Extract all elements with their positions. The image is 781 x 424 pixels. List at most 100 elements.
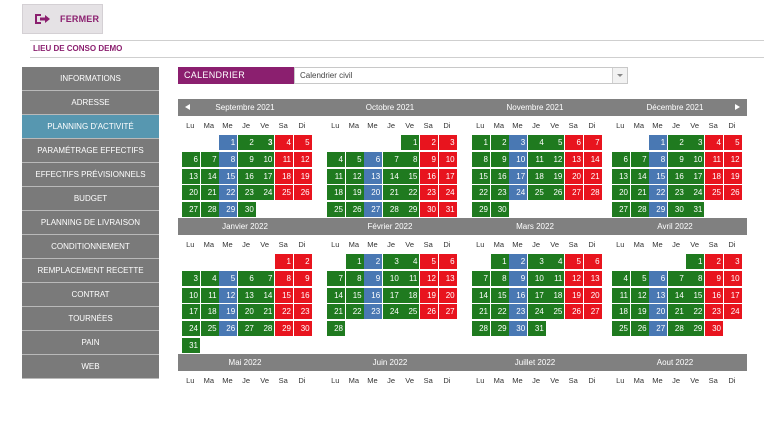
day-cell[interactable]: 7 [472,270,490,286]
day-cell[interactable]: 15 [275,287,293,303]
day-cell[interactable]: 25 [275,185,293,201]
day-cell[interactable]: 27 [583,304,602,320]
day-cell[interactable]: 21 [472,304,490,320]
day-cell[interactable]: 1 [686,254,705,269]
day-cell[interactable]: 17 [527,287,546,303]
day-cell[interactable]: 19 [630,304,649,320]
day-cell[interactable]: 16 [237,168,256,184]
day-cell[interactable]: 2 [490,135,509,150]
day-cell[interactable]: 21 [583,168,602,184]
day-cell[interactable]: 23 [705,304,723,320]
day-cell[interactable]: 25 [612,321,630,337]
day-cell[interactable]: 29 [401,202,420,218]
day-cell[interactable]: 22 [275,304,293,320]
day-cell[interactable]: 20 [364,185,383,201]
day-cell[interactable]: 2 [420,135,438,150]
day-cell[interactable]: 22 [686,304,705,320]
day-cell[interactable]: 11 [546,270,565,286]
day-cell[interactable]: 8 [472,151,490,167]
day-cell[interactable]: 4 [546,254,565,269]
day-cell[interactable]: 24 [723,304,742,320]
day-cell[interactable]: 23 [667,185,686,201]
day-cell[interactable]: 14 [667,287,686,303]
day-cell[interactable]: 18 [275,168,293,184]
day-cell[interactable]: 22 [490,304,509,320]
day-cell[interactable]: 24 [527,304,546,320]
day-cell[interactable]: 3 [382,254,401,269]
day-cell[interactable]: 15 [490,287,509,303]
day-cell[interactable]: 11 [200,287,219,303]
day-cell[interactable]: 23 [420,185,438,201]
day-cell[interactable]: 12 [565,270,583,286]
day-cell[interactable]: 13 [583,270,602,286]
day-cell[interactable]: 30 [667,202,686,218]
day-cell[interactable]: 16 [705,287,723,303]
day-cell[interactable]: 11 [275,151,293,167]
day-cell[interactable]: 11 [527,151,546,167]
day-cell[interactable]: 30 [293,321,312,337]
day-cell[interactable]: 10 [256,151,275,167]
day-cell[interactable]: 6 [583,254,602,269]
sidebar-item[interactable]: CONTRAT [22,283,159,307]
day-cell[interactable]: 21 [630,185,649,201]
day-cell[interactable]: 3 [527,254,546,269]
day-cell[interactable]: 3 [256,135,275,150]
day-cell[interactable]: 17 [438,168,457,184]
day-cell[interactable]: 27 [612,202,630,218]
day-cell[interactable]: 23 [237,185,256,201]
day-cell[interactable]: 1 [401,135,420,150]
prev-arrow-icon[interactable] [185,104,190,110]
day-cell[interactable]: 17 [686,168,705,184]
day-cell[interactable]: 7 [327,270,345,286]
day-cell[interactable]: 26 [546,185,565,201]
day-cell[interactable]: 24 [182,321,200,337]
day-cell[interactable]: 28 [630,202,649,218]
day-cell[interactable]: 2 [293,254,312,269]
day-cell[interactable]: 28 [256,321,275,337]
day-cell[interactable]: 28 [200,202,219,218]
day-cell[interactable]: 18 [705,168,723,184]
day-cell[interactable]: 13 [565,151,583,167]
day-cell[interactable]: 5 [219,270,238,286]
day-cell[interactable]: 9 [705,270,723,286]
day-cell[interactable]: 15 [472,168,490,184]
day-cell[interactable]: 8 [490,270,509,286]
day-cell[interactable]: 26 [219,321,238,337]
day-cell[interactable]: 21 [667,304,686,320]
day-cell[interactable]: 19 [293,168,312,184]
day-cell[interactable]: 10 [438,151,457,167]
day-cell[interactable]: 13 [612,168,630,184]
day-cell[interactable]: 15 [219,168,238,184]
day-cell[interactable]: 28 [327,321,345,337]
sidebar-item[interactable]: TOURNÉES [22,307,159,331]
day-cell[interactable]: 23 [293,304,312,320]
close-button[interactable]: FERMER [22,4,103,34]
day-cell[interactable]: 3 [686,135,705,150]
day-cell[interactable]: 14 [472,287,490,303]
chevron-down-icon[interactable] [612,68,627,83]
sidebar-item[interactable]: CONDITIONNEMENT [22,235,159,259]
day-cell[interactable]: 10 [182,287,200,303]
day-cell[interactable]: 16 [420,168,438,184]
day-cell[interactable]: 10 [686,151,705,167]
calendar-select[interactable]: Calendrier civil [294,67,628,84]
day-cell[interactable]: 7 [256,270,275,286]
day-cell[interactable]: 9 [237,151,256,167]
day-cell[interactable]: 9 [420,151,438,167]
day-cell[interactable]: 1 [472,135,490,150]
day-cell[interactable]: 29 [490,321,509,337]
day-cell[interactable]: 19 [565,287,583,303]
day-cell[interactable]: 24 [382,304,401,320]
day-cell[interactable]: 21 [256,304,275,320]
sidebar-item[interactable]: REMPLACEMENT RECETTE [22,259,159,283]
day-cell[interactable]: 26 [565,304,583,320]
sidebar-item[interactable]: WEB [22,355,159,379]
day-cell[interactable]: 17 [509,168,528,184]
sidebar-item[interactable]: PLANNING DE LIVRAISON [22,211,159,235]
next-arrow-icon[interactable] [735,104,740,110]
day-cell[interactable]: 29 [472,202,490,218]
day-cell[interactable]: 27 [364,202,383,218]
day-cell[interactable]: 6 [438,254,457,269]
day-cell[interactable]: 9 [490,151,509,167]
day-cell[interactable]: 2 [364,254,383,269]
